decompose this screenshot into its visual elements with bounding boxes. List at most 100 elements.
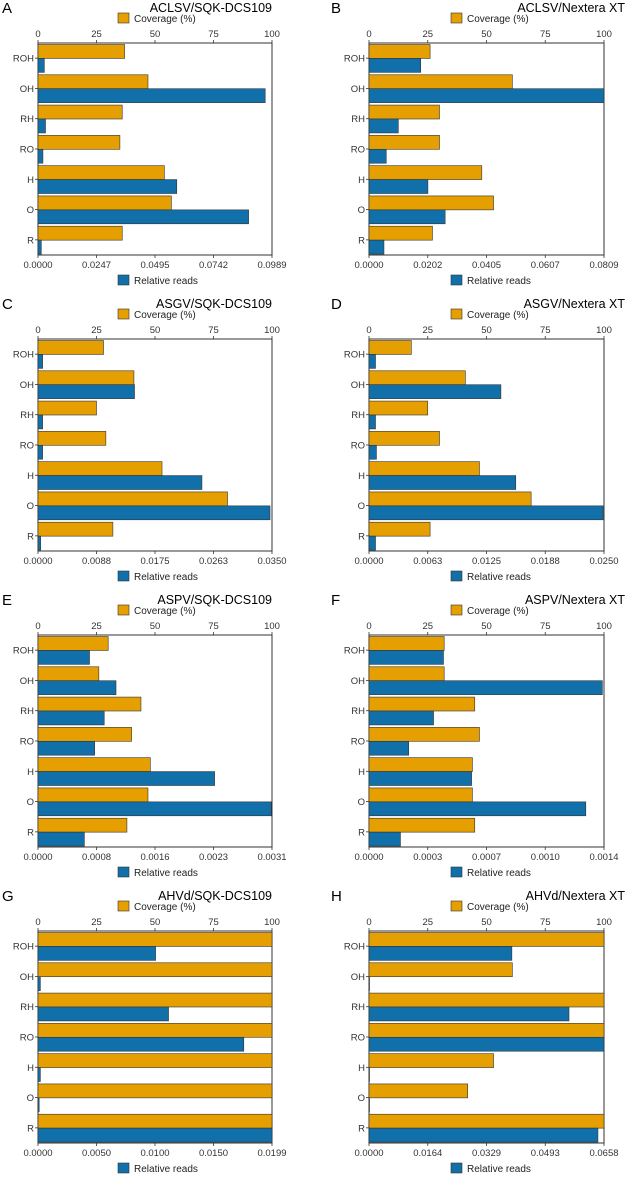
panel-title: ASGV/Nextera XT	[524, 297, 626, 311]
coverage-legend-key	[450, 308, 463, 320]
coverage-bar	[368, 44, 431, 59]
panel-title: AHVd/Nextera XT	[526, 889, 626, 903]
coverage-legend-label: Coverage (%)	[134, 606, 196, 617]
reads-bar	[37, 1036, 245, 1052]
category-label: OH	[351, 676, 365, 687]
panel-letter: D	[331, 296, 342, 313]
reads-tick-label: 0.0000	[354, 1148, 383, 1159]
coverage-tick-label: 0	[35, 621, 40, 632]
reads-tick-label: 0.0088	[82, 556, 111, 567]
coverage-bar	[37, 636, 109, 651]
coverage-legend-key	[117, 900, 130, 912]
reads-bar	[368, 1067, 370, 1082]
reads-bar	[37, 384, 135, 399]
coverage-bar	[368, 1053, 494, 1068]
coverage-bar	[37, 1053, 273, 1068]
coverage-bar	[37, 340, 104, 355]
reads-tick-label: 0.0031	[257, 852, 286, 863]
panel-letter: G	[2, 888, 14, 905]
coverage-bar	[368, 666, 445, 682]
coverage-bar	[368, 817, 476, 833]
coverage-legend-label: Coverage (%)	[134, 310, 196, 321]
coverage-bar	[368, 165, 483, 180]
reads-bar	[368, 1036, 605, 1052]
category-label: ROH	[344, 942, 365, 953]
coverage-bar	[37, 74, 149, 90]
coverage-bar	[37, 817, 128, 833]
coverage-bar	[37, 696, 142, 712]
coverage-bar	[368, 431, 440, 446]
coverage-bar	[37, 1023, 273, 1038]
reads-bar	[368, 650, 444, 665]
category-label: O	[27, 1093, 34, 1104]
reads-bar	[368, 444, 377, 460]
reads-tick-label: 0.0007	[472, 852, 501, 863]
category-label: H	[27, 471, 34, 482]
coverage-tick-label: 75	[540, 621, 551, 632]
category-label: OH	[20, 84, 34, 95]
reads-tick-label: 0.0000	[354, 852, 383, 863]
coverage-legend-label: Coverage (%)	[134, 14, 196, 25]
coverage-bar	[368, 1023, 605, 1038]
category-label: RH	[351, 114, 365, 125]
coverage-bar	[368, 135, 440, 150]
category-label: H	[358, 767, 365, 778]
coverage-tick-label: 50	[481, 325, 492, 336]
coverage-bar	[368, 962, 513, 978]
category-label: ROH	[344, 350, 365, 361]
panel-letter: C	[2, 296, 13, 313]
coverage-bar	[37, 666, 100, 682]
reads-tick-label: 0.0023	[199, 852, 228, 863]
coverage-bar	[368, 370, 466, 386]
category-label: ROH	[13, 350, 34, 361]
category-label: R	[27, 235, 34, 246]
coverage-tick-label: 0	[35, 917, 40, 928]
reads-bar	[368, 771, 472, 786]
coverage-tick-label: 100	[264, 325, 280, 336]
reads-tick-label: 0.0000	[23, 852, 52, 863]
category-label: RO	[20, 1033, 34, 1044]
category-label: O	[358, 205, 365, 216]
coverage-bar	[368, 696, 476, 712]
reads-tick-label: 0.0989	[257, 260, 286, 271]
category-label: O	[358, 1093, 365, 1104]
coverage-bar	[368, 195, 494, 211]
coverage-tick-label: 100	[596, 621, 612, 632]
coverage-bar	[37, 44, 125, 59]
reads-tick-label: 0.0607	[531, 260, 560, 271]
coverage-legend-key	[450, 12, 463, 24]
coverage-tick-label: 0	[35, 29, 40, 40]
coverage-bar	[37, 135, 121, 150]
reads-bar	[37, 239, 42, 255]
coverage-legend-label: Coverage (%)	[467, 902, 529, 913]
reads-bar	[368, 831, 401, 847]
coverage-bar	[368, 1113, 605, 1129]
coverage-tick-label: 0	[366, 325, 371, 336]
category-label: OH	[351, 380, 365, 391]
coverage-bar	[37, 521, 114, 537]
reads-legend-label: Relative reads	[134, 868, 198, 879]
category-label: H	[358, 471, 365, 482]
reads-bar	[368, 801, 587, 817]
category-label: RH	[351, 706, 365, 717]
coverage-bar	[368, 340, 412, 355]
category-label: H	[358, 175, 365, 186]
coverage-tick-label: 25	[91, 29, 102, 40]
reads-bar	[368, 58, 422, 73]
reads-legend-key	[450, 866, 463, 878]
coverage-bar	[368, 1083, 468, 1099]
reads-bar	[368, 179, 429, 194]
category-label: RH	[20, 410, 34, 421]
reads-tick-label: 0.0050	[82, 1148, 111, 1159]
reads-bar	[37, 801, 272, 817]
coverage-tick-label: 75	[208, 325, 219, 336]
category-label: RO	[351, 441, 365, 452]
coverage-tick-label: 50	[150, 621, 161, 632]
coverage-bar	[37, 165, 165, 180]
coverage-legend-label: Coverage (%)	[467, 310, 529, 321]
coverage-bar	[368, 757, 473, 772]
coverage-tick-label: 25	[91, 621, 102, 632]
coverage-tick-label: 0	[366, 917, 371, 928]
reads-bar	[37, 475, 203, 490]
